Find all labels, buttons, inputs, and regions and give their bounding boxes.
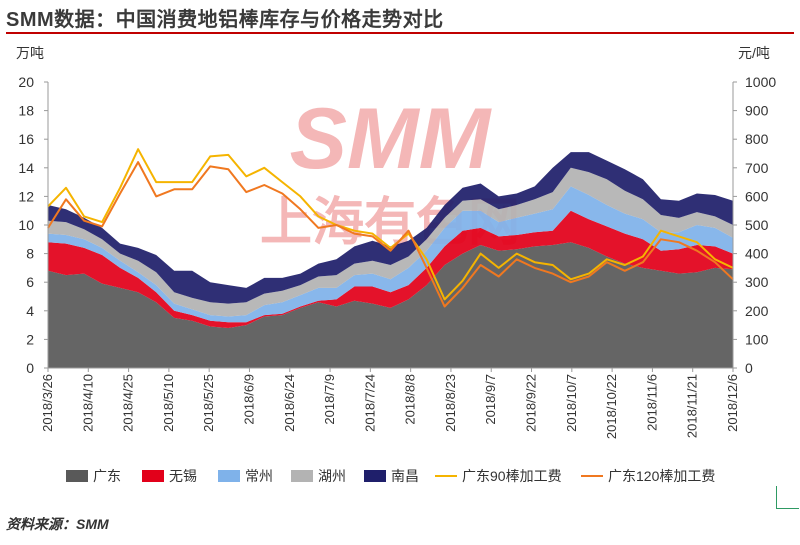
x-tick-label: 2018/5/10 (161, 374, 176, 432)
legend-label: 湖州 (318, 468, 346, 484)
legend-swatch (66, 470, 88, 482)
chart-title: SMM数据：中国消费地铝棒库存与价格走势对比 (6, 9, 444, 31)
x-tick-label: 2018/8/23 (443, 374, 458, 432)
area-series-0 (48, 242, 733, 368)
right-axis-unit: 元/吨 (738, 45, 770, 61)
x-tick-label: 2018/9/22 (524, 374, 539, 432)
left-tick-label: 16 (18, 131, 34, 147)
right-tick-label: 700 (745, 160, 769, 176)
left-tick-label: 12 (18, 188, 34, 204)
left-tick-label: 14 (18, 160, 34, 176)
legend-label: 广东 (93, 468, 121, 484)
legend-label: 广东120棒加工费 (608, 468, 715, 484)
x-tick-label: 2018/11/6 (644, 374, 659, 431)
legend-swatch (218, 470, 240, 482)
corner-mark (776, 486, 799, 509)
left-tick-label: 18 (18, 103, 34, 119)
area-series-1 (48, 210, 733, 328)
area-series-2 (48, 186, 733, 323)
line-series-0 (47, 148, 734, 301)
x-tick-label: 2018/4/10 (80, 374, 95, 432)
right-tick-label: 900 (745, 103, 769, 119)
x-tick-label: 2018/10/7 (564, 374, 579, 432)
left-tick-label: 10 (18, 217, 34, 233)
x-tick-label: 2018/8/8 (403, 374, 418, 425)
x-tick-label: 2018/4/25 (121, 374, 136, 432)
line-series-1 (47, 161, 734, 308)
right-tick-label: 400 (745, 246, 769, 262)
x-tick-label: 2018/10/22 (604, 374, 619, 439)
legend-label: 广东90棒加工费 (462, 468, 562, 484)
source-note: 资料来源：SMM (6, 516, 109, 532)
axes: 0246810121416182001002003004005006007008… (18, 74, 776, 439)
legend-swatch (291, 470, 313, 482)
right-tick-label: 200 (745, 303, 769, 319)
left-axis-unit: 万吨 (16, 45, 44, 61)
watermark: SMM 上海有色网 (260, 91, 520, 253)
x-tick-label: 2018/9/7 (483, 374, 498, 425)
x-tick-label: 2018/6/24 (282, 374, 297, 432)
right-tick-label: 500 (745, 217, 769, 233)
legend-label: 南昌 (391, 468, 419, 484)
left-tick-label: 4 (26, 303, 34, 319)
x-tick-label: 2018/7/9 (322, 374, 337, 425)
right-tick-label: 300 (745, 274, 769, 290)
x-tick-label: 2018/5/25 (201, 374, 216, 432)
x-tick-label: 2018/12/6 (725, 374, 740, 432)
right-tick-label: 1000 (745, 74, 776, 90)
legend-label: 常州 (245, 468, 273, 484)
right-tick-label: 0 (745, 360, 753, 376)
x-tick-label: 2018/6/9 (241, 374, 256, 425)
x-tick-label: 2018/3/26 (40, 374, 55, 432)
right-tick-label: 800 (745, 131, 769, 147)
x-tick-label: 2018/11/21 (685, 374, 700, 438)
left-tick-label: 20 (18, 74, 34, 90)
watermark-logo: SMM (290, 91, 493, 187)
right-tick-label: 600 (745, 188, 769, 204)
left-tick-label: 8 (26, 246, 34, 262)
x-tick-label: 2018/7/24 (362, 374, 377, 432)
left-tick-label: 6 (26, 274, 34, 290)
fee-lines (47, 148, 734, 308)
stacked-areas (48, 152, 733, 368)
legend-swatch (364, 470, 386, 482)
legend: 广东 无锡 常州 湖州 南昌 广东90棒加工费 广东120棒加工费 (66, 468, 715, 484)
left-tick-label: 0 (26, 360, 34, 376)
title-divider (6, 32, 794, 34)
legend-label: 无锡 (169, 468, 197, 484)
legend-swatch (142, 470, 164, 482)
right-tick-label: 100 (745, 331, 769, 347)
left-tick-label: 2 (26, 331, 34, 347)
